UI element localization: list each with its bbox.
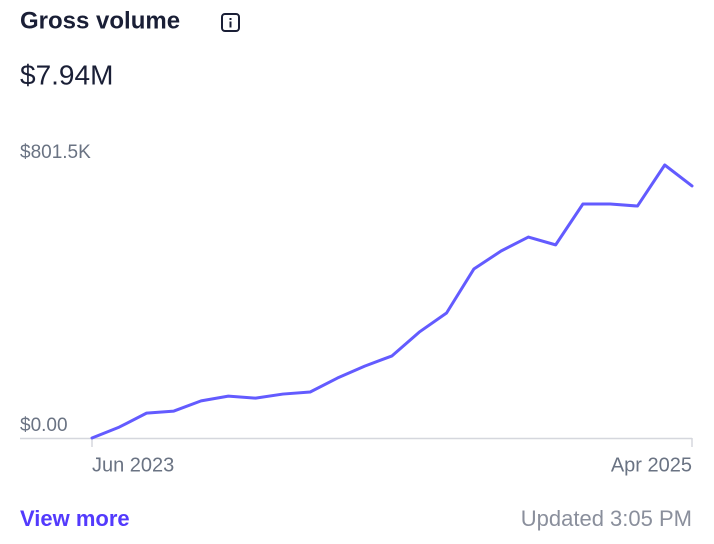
line-series xyxy=(90,163,694,440)
info-icon[interactable] xyxy=(221,13,240,32)
view-more-link[interactable]: View more xyxy=(20,506,130,531)
x-tick-label: Apr 2025 xyxy=(611,454,692,476)
x-tick-label: Jun 2023 xyxy=(92,454,174,476)
y-tick-label: $0.00 xyxy=(20,415,68,436)
updated-time: Updated 3:05 PM xyxy=(521,506,692,531)
info-icon-dot xyxy=(229,18,232,20)
info-icon-bar xyxy=(229,21,232,28)
y-tick-label: $801.5K xyxy=(20,142,91,163)
total-value: $7.94M xyxy=(20,59,113,90)
title: Gross volume xyxy=(20,7,180,34)
info-icon-box[interactable] xyxy=(221,13,240,32)
